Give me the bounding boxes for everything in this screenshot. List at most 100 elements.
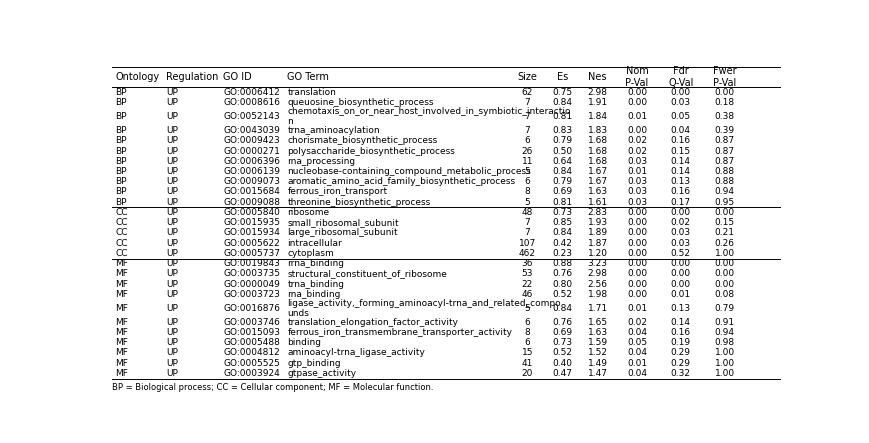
- Text: aminoacyl-trna_ligase_activity: aminoacyl-trna_ligase_activity: [287, 349, 425, 358]
- Text: 0.00: 0.00: [713, 269, 734, 278]
- Text: 0.29: 0.29: [670, 359, 690, 368]
- Text: 0.73: 0.73: [552, 338, 572, 347]
- Text: 1.00: 1.00: [713, 249, 734, 258]
- Text: UP: UP: [166, 290, 178, 299]
- Text: 1.87: 1.87: [587, 239, 607, 248]
- Text: 2.98: 2.98: [587, 269, 607, 278]
- Text: 0.08: 0.08: [713, 290, 734, 299]
- Text: UP: UP: [166, 177, 178, 186]
- Text: 36: 36: [521, 259, 533, 268]
- Text: translation_elongation_factor_activity: translation_elongation_factor_activity: [287, 318, 458, 327]
- Text: 6: 6: [524, 177, 530, 186]
- Text: 0.00: 0.00: [627, 280, 647, 288]
- Text: 0.03: 0.03: [627, 198, 647, 207]
- Text: UP: UP: [166, 338, 178, 347]
- Text: trna_binding: trna_binding: [287, 280, 344, 288]
- Text: 0.88: 0.88: [713, 177, 734, 186]
- Text: 53: 53: [521, 269, 533, 278]
- Text: 6: 6: [524, 318, 530, 327]
- Text: 0.14: 0.14: [670, 157, 690, 166]
- Text: translation: translation: [287, 88, 336, 97]
- Text: 0.00: 0.00: [627, 239, 647, 248]
- Text: UP: UP: [166, 112, 178, 121]
- Text: 0.00: 0.00: [627, 88, 647, 97]
- Text: 1.63: 1.63: [587, 187, 607, 197]
- Text: 22: 22: [521, 280, 533, 288]
- Text: UP: UP: [166, 249, 178, 258]
- Text: 7: 7: [524, 126, 530, 135]
- Text: 0.14: 0.14: [670, 167, 690, 176]
- Text: 7: 7: [524, 229, 530, 237]
- Text: Nom
P-Val: Nom P-Val: [625, 66, 648, 88]
- Text: intracellular: intracellular: [287, 239, 342, 248]
- Text: GO:0006396: GO:0006396: [223, 157, 280, 166]
- Text: 0.88: 0.88: [552, 259, 572, 268]
- Text: 48: 48: [521, 208, 533, 217]
- Text: 0.00: 0.00: [627, 208, 647, 217]
- Text: BP: BP: [116, 198, 127, 207]
- Text: Fdr
Q-Val: Fdr Q-Val: [667, 66, 693, 88]
- Text: GO:0000271: GO:0000271: [223, 147, 280, 155]
- Text: 5: 5: [524, 167, 530, 176]
- Text: rna_binding: rna_binding: [287, 290, 341, 299]
- Text: GO:0003723: GO:0003723: [223, 290, 280, 299]
- Text: 1.67: 1.67: [587, 177, 607, 186]
- Text: 0.03: 0.03: [627, 187, 647, 197]
- Text: 0.00: 0.00: [670, 280, 690, 288]
- Text: 0.98: 0.98: [713, 338, 734, 347]
- Text: UP: UP: [166, 269, 178, 278]
- Text: 0.00: 0.00: [627, 249, 647, 258]
- Text: binding: binding: [287, 338, 321, 347]
- Text: 0.00: 0.00: [713, 88, 734, 97]
- Text: GO:0003924: GO:0003924: [223, 369, 280, 378]
- Text: 0.47: 0.47: [552, 369, 572, 378]
- Text: GO:0015934: GO:0015934: [223, 229, 280, 237]
- Text: 0.05: 0.05: [670, 112, 690, 121]
- Text: trna_aminoacylation: trna_aminoacylation: [287, 126, 380, 135]
- Text: 0.76: 0.76: [552, 269, 572, 278]
- Text: UP: UP: [166, 328, 178, 337]
- Text: UP: UP: [166, 88, 178, 97]
- Text: 0.64: 0.64: [552, 157, 572, 166]
- Text: UP: UP: [166, 218, 178, 227]
- Text: GO:0006412: GO:0006412: [223, 88, 280, 97]
- Text: 1.91: 1.91: [587, 98, 607, 107]
- Text: 0.01: 0.01: [627, 112, 647, 121]
- Text: 0.79: 0.79: [552, 136, 572, 145]
- Text: gtpase_activity: gtpase_activity: [287, 369, 356, 378]
- Text: 0.69: 0.69: [552, 187, 572, 197]
- Text: UP: UP: [166, 359, 178, 368]
- Text: 0.00: 0.00: [627, 290, 647, 299]
- Text: 0.16: 0.16: [670, 328, 690, 337]
- Text: 0.52: 0.52: [552, 349, 572, 358]
- Text: 0.13: 0.13: [670, 304, 690, 313]
- Text: GO:0009423: GO:0009423: [223, 136, 280, 145]
- Text: 2.56: 2.56: [587, 280, 607, 288]
- Text: 0.01: 0.01: [627, 167, 647, 176]
- Text: 0.00: 0.00: [713, 208, 734, 217]
- Text: MF: MF: [116, 290, 129, 299]
- Text: 0.83: 0.83: [552, 126, 572, 135]
- Text: GO:0009088: GO:0009088: [223, 198, 280, 207]
- Text: 0.02: 0.02: [627, 147, 647, 155]
- Text: GO:0005525: GO:0005525: [223, 359, 280, 368]
- Text: UP: UP: [166, 280, 178, 288]
- Text: rna_processing: rna_processing: [287, 157, 355, 166]
- Text: GO:0005622: GO:0005622: [223, 239, 280, 248]
- Text: GO:0016876: GO:0016876: [223, 304, 280, 313]
- Text: rrna_binding: rrna_binding: [287, 259, 344, 268]
- Text: 0.00: 0.00: [627, 269, 647, 278]
- Text: 0.04: 0.04: [627, 328, 647, 337]
- Text: GO:0003735: GO:0003735: [223, 269, 280, 278]
- Text: 0.29: 0.29: [670, 349, 690, 358]
- Text: nucleobase-containing_compound_metabolic_process: nucleobase-containing_compound_metabolic…: [287, 167, 531, 176]
- Text: UP: UP: [166, 167, 178, 176]
- Text: 20: 20: [521, 369, 533, 378]
- Text: 8: 8: [524, 187, 530, 197]
- Text: UP: UP: [166, 157, 178, 166]
- Text: 1.59: 1.59: [587, 338, 607, 347]
- Text: GO:0005488: GO:0005488: [223, 338, 280, 347]
- Text: 1.83: 1.83: [587, 126, 607, 135]
- Text: GO:0052143: GO:0052143: [223, 112, 280, 121]
- Text: 0.00: 0.00: [713, 280, 734, 288]
